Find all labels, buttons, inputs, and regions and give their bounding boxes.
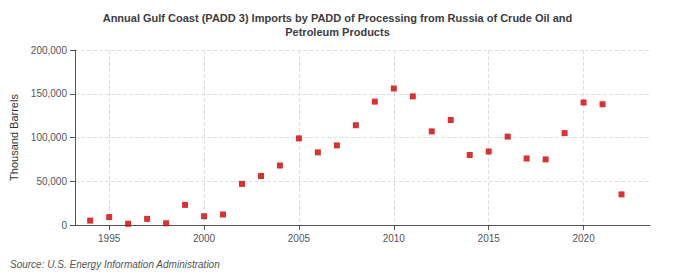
svg-text:2020: 2020: [572, 233, 595, 244]
svg-text:150,000: 150,000: [31, 88, 68, 99]
svg-text:0: 0: [61, 220, 67, 231]
svg-text:2000: 2000: [193, 233, 216, 244]
svg-text:Annual Gulf Coast (PADD 3) Imp: Annual Gulf Coast (PADD 3) Imports by PA…: [103, 12, 573, 24]
svg-text:Thousand Barrels: Thousand Barrels: [8, 94, 20, 181]
svg-text:Source: U.S. Energy Informatio: Source: U.S. Energy Information Administ…: [10, 259, 220, 270]
svg-text:1995: 1995: [98, 233, 121, 244]
svg-text:2010: 2010: [383, 233, 406, 244]
svg-text:50,000: 50,000: [36, 176, 67, 187]
svg-text:2005: 2005: [288, 233, 311, 244]
svg-text:200,000: 200,000: [31, 45, 68, 56]
svg-text:Petroleum Products: Petroleum Products: [285, 26, 390, 38]
svg-text:100,000: 100,000: [31, 132, 68, 143]
svg-text:2015: 2015: [478, 233, 501, 244]
